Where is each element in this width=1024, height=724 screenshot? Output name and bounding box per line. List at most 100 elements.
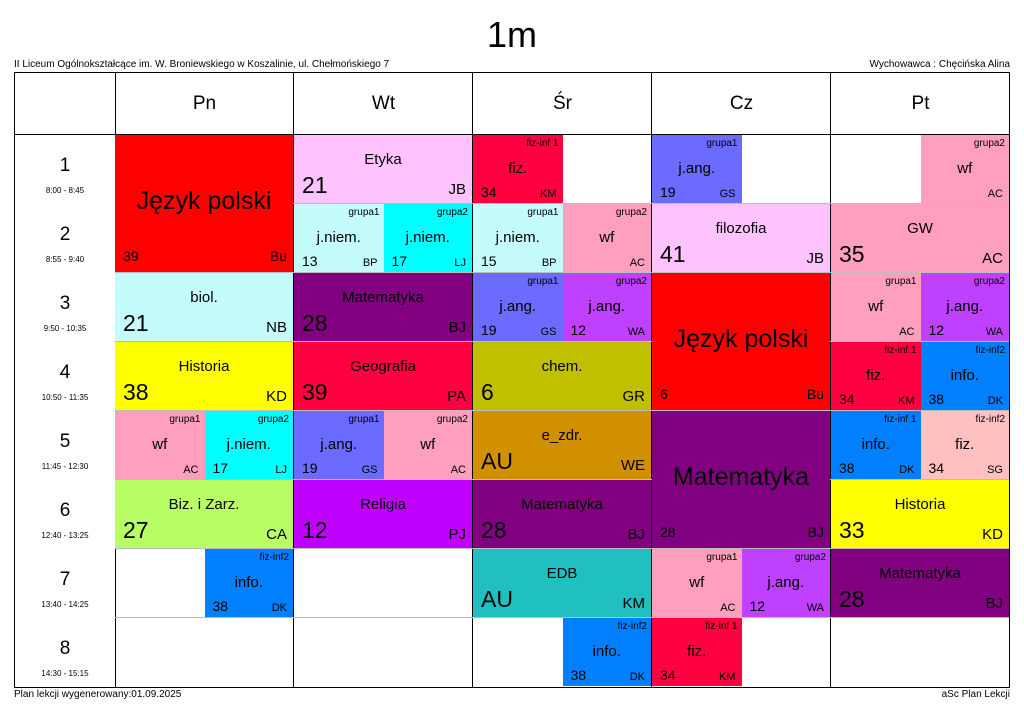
lesson-cell[interactable]: grupa1 j.niem. 13 BP [294, 204, 384, 272]
generated-date: Plan lekcji wygenerowany:01.09.2025 [14, 689, 182, 700]
lesson-teacher: AC [987, 188, 1003, 200]
lesson-cell[interactable]: Matematyka 28 BJ [831, 549, 1009, 617]
lesson-cell[interactable]: filozofia 41 JB [652, 204, 830, 272]
lesson-cell[interactable]: GW 35 AC [831, 204, 1009, 272]
lesson-teacher: SG [987, 464, 1003, 476]
lesson-cell[interactable]: Historia 38 KD [115, 342, 293, 410]
lesson-cell[interactable]: grupa2 j.niem. 17 LJ [383, 204, 472, 272]
lesson-teacher: JB [448, 181, 466, 198]
lesson-cell[interactable]: grupa2 j.ang. 12 WA [741, 549, 830, 617]
lesson-cell[interactable]: grupa1 wf AC [652, 549, 742, 617]
lesson-cell[interactable]: Geografia 39 PA [294, 342, 472, 410]
lesson-cell[interactable]: fiz-inf2 info. 38 DK [562, 618, 651, 686]
lesson-teacher: BJ [448, 319, 466, 336]
lesson-cell[interactable]: Etyka 21 JB [294, 135, 472, 203]
lesson-cell[interactable]: EDB AU KM [473, 549, 651, 617]
grid-line [115, 548, 1009, 549]
period-number: 1 [59, 155, 71, 176]
lesson-cell[interactable]: grupa1 wf AC [115, 411, 205, 479]
lesson-group: grupa2 [973, 138, 1005, 149]
lesson-room: 39 [123, 248, 139, 264]
lesson-subject: Historia [894, 496, 946, 513]
lesson-room: 39 [302, 379, 328, 405]
lesson-teacher: BJ [627, 526, 645, 543]
lesson-group: grupa1 [169, 414, 201, 425]
lesson-cell[interactable]: fiz-inf2 info. 38 DK [204, 549, 293, 617]
lesson-subject: j.ang. [320, 436, 358, 453]
lesson-group: grupa1 [706, 138, 738, 149]
lesson-cell[interactable]: grupa1 j.niem. 15 BP [473, 204, 563, 272]
lesson-cell[interactable]: grupa2 wf AC [920, 135, 1009, 203]
lesson-subject: j.niem. [226, 436, 271, 453]
lesson-teacher: JB [806, 250, 824, 267]
lesson-cell[interactable]: grupa1 j.ang. 19 GS [294, 411, 384, 479]
lesson-cell[interactable]: fiz-inf2 fiz. 34 SG [920, 411, 1009, 479]
lesson-cell[interactable]: Historia 33 KD [831, 480, 1009, 548]
lesson-teacher: GS [719, 188, 736, 200]
period-number: 4 [59, 362, 71, 383]
lesson-teacher: KM [719, 671, 736, 683]
lesson-cell[interactable]: grupa2 wf AC [562, 204, 651, 272]
lesson-room: 12 [302, 517, 328, 543]
lesson-cell[interactable]: Język polski 6 Bu [652, 273, 830, 410]
lesson-cell[interactable]: fiz-inf 1 fiz. 34 KM [473, 135, 563, 203]
period-time: 12:40 - 13:25 [41, 531, 89, 540]
lesson-cell[interactable]: grupa2 wf AC [383, 411, 472, 479]
lesson-cell[interactable]: fiz-inf 1 fiz. 34 KM [831, 342, 921, 410]
lesson-teacher: DK [899, 464, 915, 476]
lesson-teacher: GS [361, 464, 378, 476]
period-time: 11:45 - 12:30 [41, 462, 89, 471]
lesson-teacher: DK [271, 602, 287, 614]
lesson-cell[interactable]: Religia 12 PJ [294, 480, 472, 548]
period-time: 8:00 - 8:45 [45, 186, 85, 195]
lesson-cell[interactable]: grupa1 j.ang. 19 GS [473, 273, 563, 341]
lesson-subject: fiz. [687, 643, 707, 660]
lesson-group: fiz-inf 1 [884, 414, 917, 425]
lesson-room: 28 [302, 310, 328, 336]
lesson-group: grupa2 [973, 276, 1005, 287]
lesson-subject: Matematyka [879, 565, 961, 582]
software-credit: aSc Plan Lekcji [941, 689, 1010, 700]
lesson-subject: fiz. [955, 436, 975, 453]
lesson-cell[interactable]: fiz-inf 1 fiz. 34 KM [652, 618, 742, 686]
lesson-subject: Geografia [350, 358, 416, 375]
lesson-cell[interactable]: biol. 21 NB [115, 273, 293, 341]
period-number: 7 [59, 569, 71, 590]
lesson-subject: info. [234, 574, 263, 591]
lesson-subject: Biz. i Zarz. [168, 496, 240, 513]
lesson-cell[interactable]: fiz-inf 1 info. 38 DK [831, 411, 921, 479]
lesson-room: 19 [302, 460, 318, 476]
lesson-teacher: BJ [807, 524, 824, 540]
lesson-room: 13 [302, 253, 318, 269]
lesson-cell[interactable]: grupa1 j.ang. 19 GS [652, 135, 742, 203]
lesson-cell[interactable]: grupa2 j.ang. 12 WA [920, 273, 1009, 341]
lesson-teacher: BP [362, 257, 378, 269]
lesson-group: grupa1 [348, 207, 380, 218]
lesson-cell[interactable]: Matematyka 28 BJ [473, 480, 651, 548]
lesson-subject: e_zdr. [541, 427, 583, 444]
lesson-teacher: WA [985, 326, 1003, 338]
lesson-teacher: LJ [454, 257, 466, 269]
lesson-cell[interactable]: Język polski 39 Bu [115, 135, 293, 272]
lesson-cell[interactable]: Matematyka 28 BJ [652, 411, 830, 548]
lesson-room: 34 [928, 460, 945, 476]
lesson-cell[interactable]: grupa1 wf AC [831, 273, 921, 341]
lesson-cell[interactable]: Biz. i Zarz. 27 CA [115, 480, 293, 548]
lesson-teacher: AC [183, 464, 199, 476]
lesson-cell[interactable]: chem. 6 GR [473, 342, 651, 410]
period-time: 10:50 - 11:35 [41, 393, 89, 402]
timetable-grid: Pn Wt Śr Cz Pt 1 8:00 - 8:45 2 8:55 - 9:40… [14, 72, 1010, 688]
lesson-cell[interactable]: grupa2 j.ang. 12 WA [562, 273, 651, 341]
lesson-group: fiz-inf2 [259, 552, 289, 563]
lesson-subject: Język polski [673, 325, 809, 353]
lesson-cell[interactable]: e_zdr. AU WE [473, 411, 651, 479]
lesson-subject: Etyka [364, 151, 402, 168]
lesson-room: 6 [481, 379, 494, 405]
lesson-teacher: KD [266, 388, 287, 405]
lesson-room: 17 [212, 460, 229, 476]
lesson-subject: wf [420, 436, 436, 453]
lesson-cell[interactable]: grupa2 j.niem. 17 LJ [204, 411, 293, 479]
lesson-teacher: AC [982, 250, 1003, 267]
lesson-cell[interactable]: fiz-inf2 info. 38 DK [920, 342, 1009, 410]
lesson-cell[interactable]: Matematyka 28 BJ [294, 273, 472, 341]
